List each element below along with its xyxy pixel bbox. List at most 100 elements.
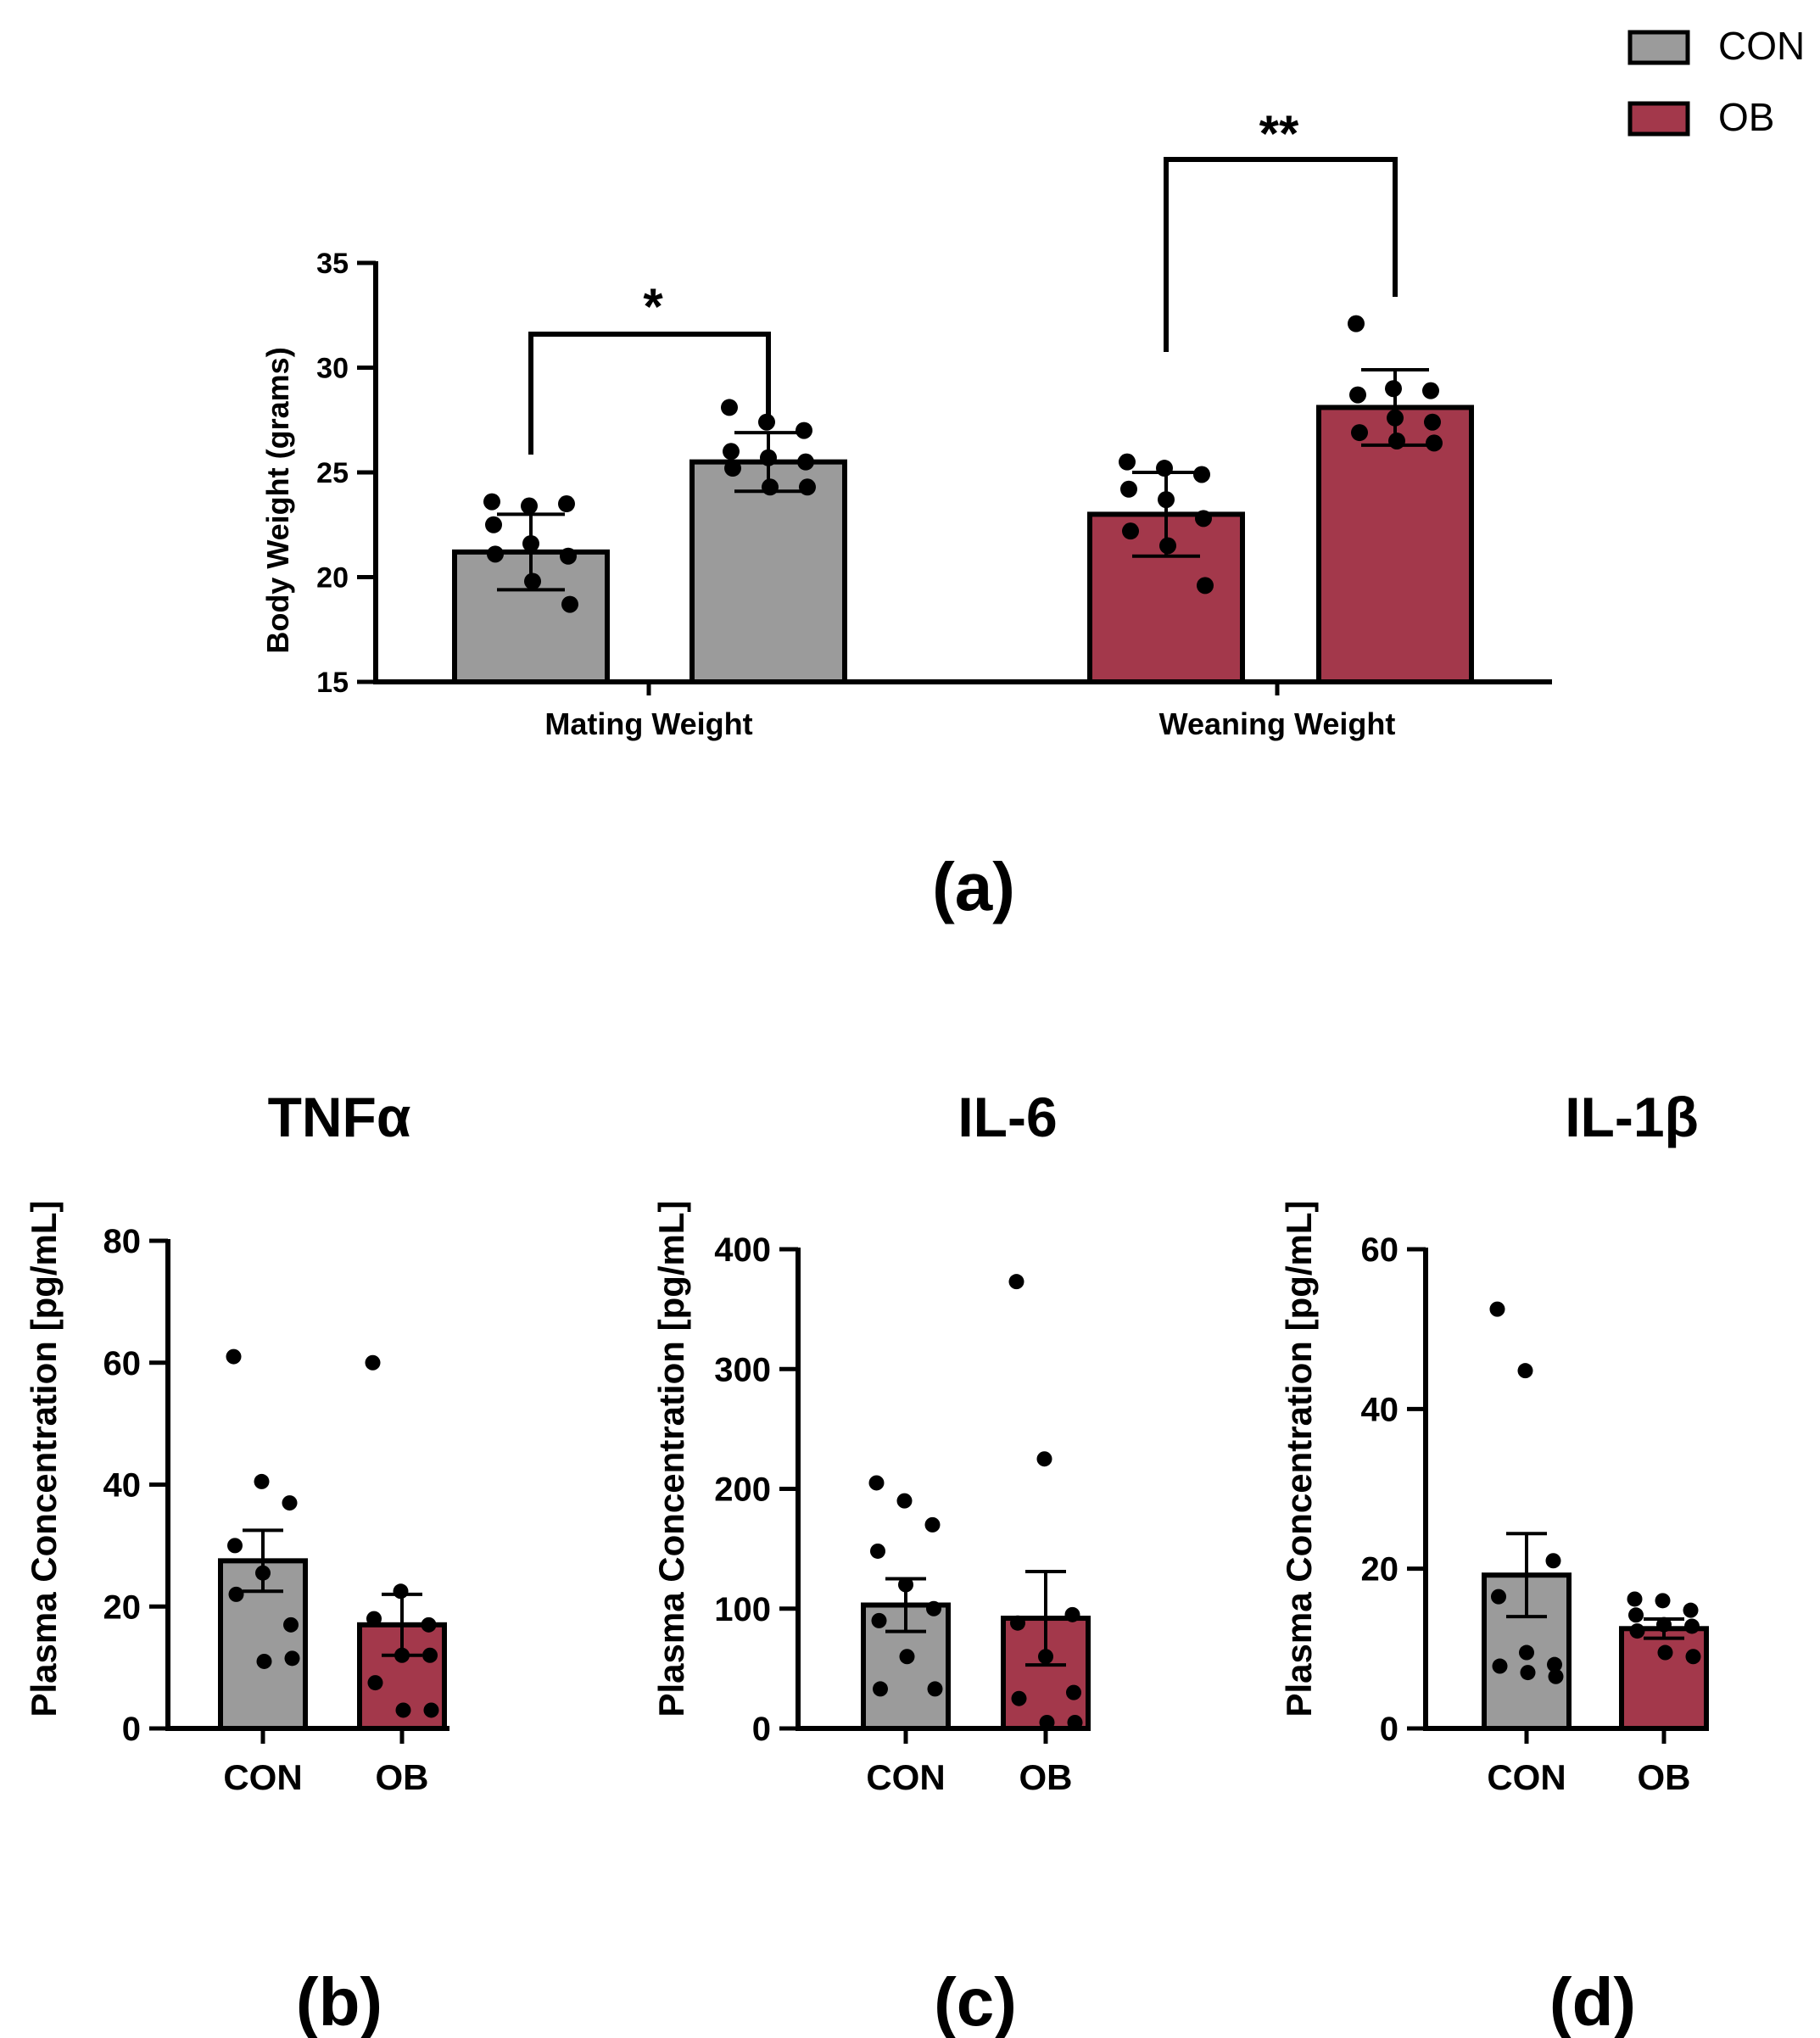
data-point <box>1545 1553 1561 1569</box>
data-point <box>898 1577 913 1593</box>
data-point <box>1195 510 1212 528</box>
data-point <box>1064 1606 1080 1622</box>
legend-swatch-ob <box>1627 101 1690 137</box>
data-point <box>1119 453 1136 471</box>
y-tick-label: 40 <box>103 1467 142 1505</box>
significance-marker-mating: * <box>643 278 663 335</box>
y-tick-label: 300 <box>714 1351 771 1388</box>
data-point <box>873 1681 888 1697</box>
x-tick-label-con: CON <box>1487 1757 1566 1797</box>
data-point <box>1038 1649 1053 1665</box>
data-point <box>1519 1644 1534 1661</box>
data-point <box>1548 1668 1564 1684</box>
data-point <box>1351 424 1368 442</box>
data-point <box>228 1586 244 1602</box>
data-point <box>560 547 577 565</box>
data-point <box>1349 386 1366 404</box>
data-point <box>1008 1274 1024 1290</box>
data-point <box>1385 380 1402 398</box>
data-point <box>723 443 740 461</box>
data-point <box>1066 1684 1081 1700</box>
data-point <box>558 495 575 513</box>
data-point <box>1492 1658 1508 1674</box>
data-point <box>1491 1589 1506 1605</box>
data-point <box>283 1616 299 1633</box>
y-tick-label: 30 <box>316 352 349 384</box>
data-point <box>896 1493 913 1509</box>
data-point <box>1627 1591 1643 1607</box>
y-tick-label: 100 <box>714 1591 771 1628</box>
data-point <box>423 1702 439 1718</box>
data-point <box>1193 466 1210 483</box>
data-point <box>1120 480 1137 498</box>
y-axis-title: Plasma Concentration [pg/mL] <box>651 1200 691 1717</box>
data-point <box>421 1616 437 1633</box>
panel-label-d: (d) <box>1549 1964 1636 2038</box>
data-point <box>1159 537 1176 555</box>
data-point <box>762 478 779 496</box>
panel-label-a: (a) <box>932 849 1015 924</box>
y-tick-label: 0 <box>752 1711 771 1748</box>
data-point <box>393 1583 409 1600</box>
data-point <box>1628 1607 1644 1623</box>
legend-swatch-con <box>1627 30 1690 65</box>
data-point <box>395 1702 411 1718</box>
data-point <box>521 497 538 515</box>
y-tick-label: 400 <box>714 1231 771 1269</box>
data-point <box>394 1647 410 1663</box>
data-point <box>760 449 777 466</box>
data-point <box>226 1348 242 1365</box>
data-point <box>255 1565 271 1581</box>
y-tick-label: 15 <box>316 667 349 699</box>
panel-label-b: (b) <box>296 1964 382 2038</box>
y-tick-label: 0 <box>122 1711 141 1748</box>
panel-d-il1b-chart: IL-1β Plasma Concentration [pg/mL] CON O… <box>1279 1086 1709 2038</box>
data-point <box>254 1473 270 1489</box>
data-point <box>899 1649 915 1665</box>
data-point <box>1348 315 1365 332</box>
data-point <box>1039 1714 1055 1730</box>
data-point <box>724 460 741 477</box>
data-point <box>1387 409 1404 427</box>
significance-marker-weaning: ** <box>1259 105 1299 162</box>
x-tick-label-mating-weight: Mating Weight <box>544 706 752 741</box>
data-point <box>284 1650 300 1667</box>
data-point <box>1426 434 1443 452</box>
data-point <box>1547 1656 1562 1672</box>
data-point <box>1629 1623 1645 1639</box>
x-tick-label-ob: OB <box>376 1757 429 1797</box>
data-point <box>1011 1690 1027 1706</box>
data-point <box>924 1516 941 1533</box>
y-tick-label: 80 <box>103 1223 142 1260</box>
data-point <box>758 413 775 431</box>
significance-bracket <box>1164 157 1398 352</box>
data-point <box>365 1354 381 1371</box>
data-point <box>561 595 578 613</box>
panel-label-c: (c) <box>934 1964 1017 2038</box>
data-point <box>1388 432 1405 449</box>
data-point <box>1684 1618 1700 1634</box>
chart-title-il6: IL-6 <box>957 1086 1057 1148</box>
data-point <box>522 534 539 552</box>
y-tick-label: 40 <box>1361 1391 1399 1428</box>
data-point <box>799 478 816 496</box>
x-tick-label-con: CON <box>866 1757 945 1797</box>
data-point <box>870 1543 885 1559</box>
data-point <box>1197 577 1214 595</box>
x-tick-label-con: CON <box>223 1757 302 1797</box>
data-point <box>1685 1649 1701 1665</box>
data-point <box>485 516 502 533</box>
data-point <box>227 1538 243 1554</box>
data-point <box>796 422 812 439</box>
data-point <box>926 1600 941 1616</box>
data-point <box>721 399 738 416</box>
chart-title-il1b: IL-1β <box>1565 1086 1699 1148</box>
data-point <box>1520 1665 1536 1681</box>
data-point <box>1122 522 1139 540</box>
data-point <box>367 1675 383 1691</box>
y-tick-label: 200 <box>714 1471 771 1509</box>
data-point <box>1067 1714 1083 1730</box>
bar-ob <box>1619 1626 1709 1731</box>
data-point <box>1655 1593 1671 1609</box>
